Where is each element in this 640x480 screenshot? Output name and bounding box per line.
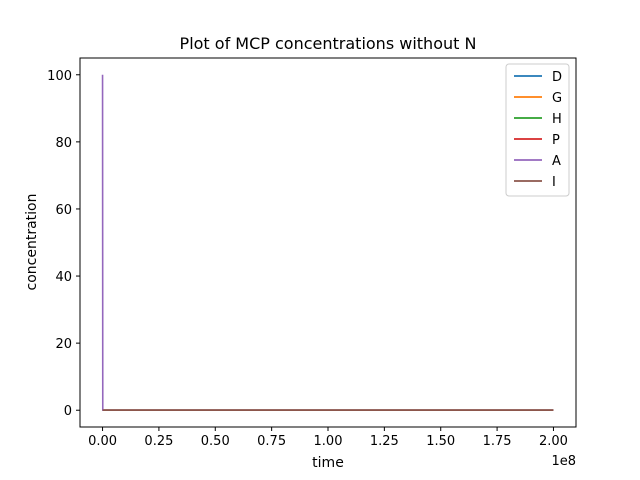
y-tick-label: 40 — [55, 270, 72, 285]
x-tick-label: 2.00 — [539, 434, 568, 449]
x-axis-label: time — [312, 455, 344, 471]
y-tick-label: 20 — [55, 337, 72, 352]
legend-label: H — [552, 112, 562, 127]
legend-label: P — [552, 133, 560, 148]
x-tick-label: 1.00 — [314, 434, 343, 449]
chart-title: Plot of MCP concentrations without N — [180, 34, 477, 53]
x-tick-label: 0.00 — [88, 434, 117, 449]
x-tick-label: 1.75 — [483, 434, 512, 449]
y-tick-label: 80 — [55, 136, 72, 151]
series-layer — [101, 74, 554, 412]
x-axis-ticks: 0.00 0.25 0.50 0.75 1.00 1.25 1.50 1.75 2.00 — [88, 427, 568, 449]
legend-label: D — [552, 70, 562, 85]
x-tick-label: 0.25 — [144, 434, 173, 449]
x-tick-label: 0.75 — [257, 434, 286, 449]
x-tick-label: 1.25 — [370, 434, 399, 449]
y-tick-label: 60 — [55, 203, 72, 218]
y-tick-label: 0 — [64, 404, 72, 419]
legend-label: G — [552, 91, 562, 106]
y-axis-ticks: 0 20 40 60 80 100 — [47, 69, 80, 419]
y-axis-label: concentration — [24, 194, 40, 291]
legend-label: I — [552, 175, 556, 190]
x-tick-label: 1.50 — [426, 434, 455, 449]
x-axis-offset-label: 1e8 — [551, 454, 576, 469]
y-tick-label: 100 — [47, 69, 72, 84]
legend-label: A — [552, 154, 561, 169]
x-tick-label: 0.50 — [201, 434, 230, 449]
